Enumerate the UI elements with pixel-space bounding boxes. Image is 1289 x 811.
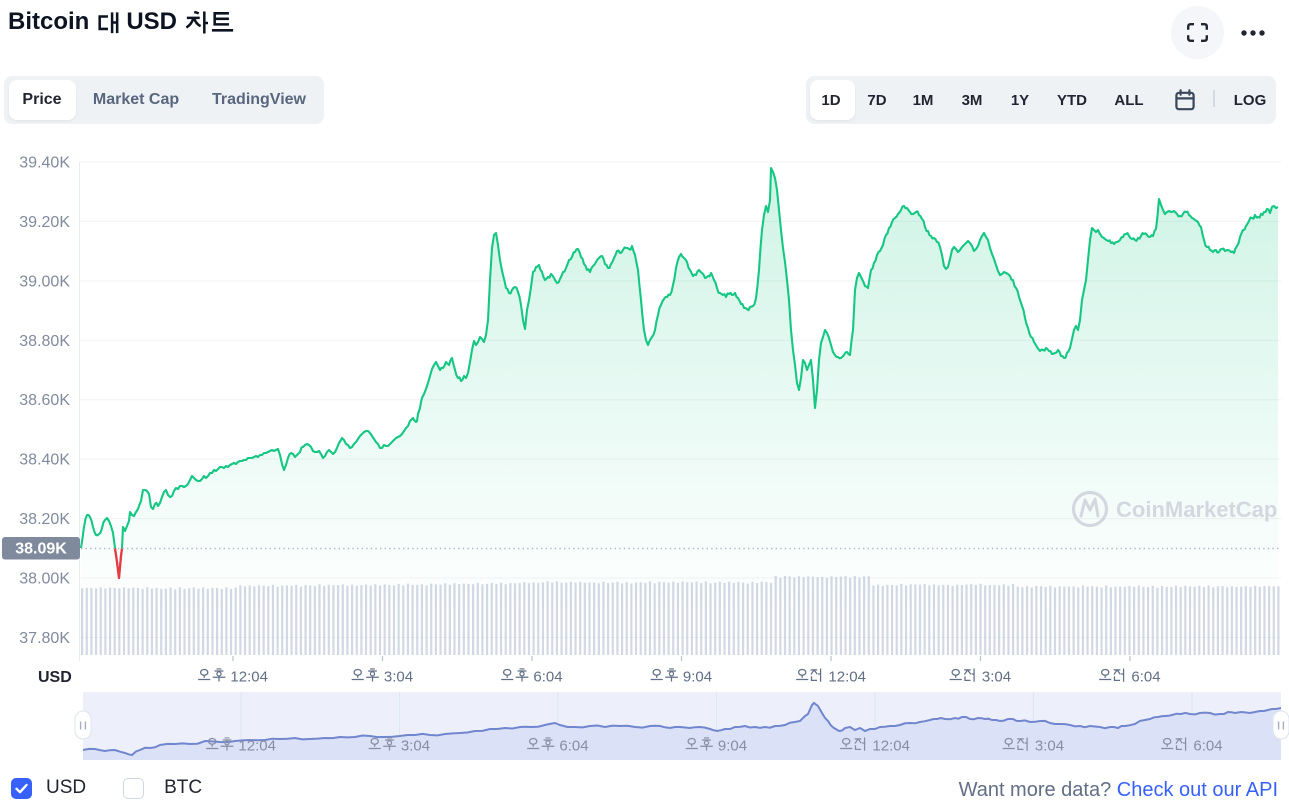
svg-text:12:04: 12:04 (872, 737, 910, 754)
svg-text:37.80K: 37.80K (19, 630, 70, 647)
svg-text:12:04: 12:04 (828, 668, 866, 685)
svg-text:6:04: 6:04 (559, 737, 588, 754)
svg-text:3:04: 3:04 (384, 668, 413, 685)
svg-text:12:04: 12:04 (230, 668, 268, 685)
svg-text:38.40K: 38.40K (19, 452, 70, 469)
svg-text:9:04: 9:04 (683, 668, 712, 685)
svg-text:6:04: 6:04 (533, 668, 562, 685)
svg-text:38.00K: 38.00K (19, 571, 70, 588)
svg-text:6:04: 6:04 (1131, 668, 1160, 685)
svg-text:3:04: 3:04 (982, 668, 1011, 685)
svg-text:38.60K: 38.60K (19, 392, 70, 409)
svg-text:12:04: 12:04 (238, 737, 276, 754)
svg-text:3:04: 3:04 (401, 737, 430, 754)
svg-text:6:04: 6:04 (1193, 737, 1222, 754)
svg-text:3:04: 3:04 (1035, 737, 1064, 754)
svg-text:38.80K: 38.80K (19, 333, 70, 350)
svg-text:39.20K: 39.20K (19, 214, 70, 231)
svg-text:39.40K: 39.40K (19, 155, 70, 172)
svg-text:USD: USD (38, 669, 72, 686)
svg-text:39.00K: 39.00K (19, 273, 70, 290)
svg-text:CoinMarketCap: CoinMarketCap (1116, 497, 1277, 522)
svg-text:38.09K: 38.09K (15, 541, 67, 558)
svg-text:38.20K: 38.20K (19, 511, 70, 528)
svg-text:9:04: 9:04 (718, 737, 747, 754)
